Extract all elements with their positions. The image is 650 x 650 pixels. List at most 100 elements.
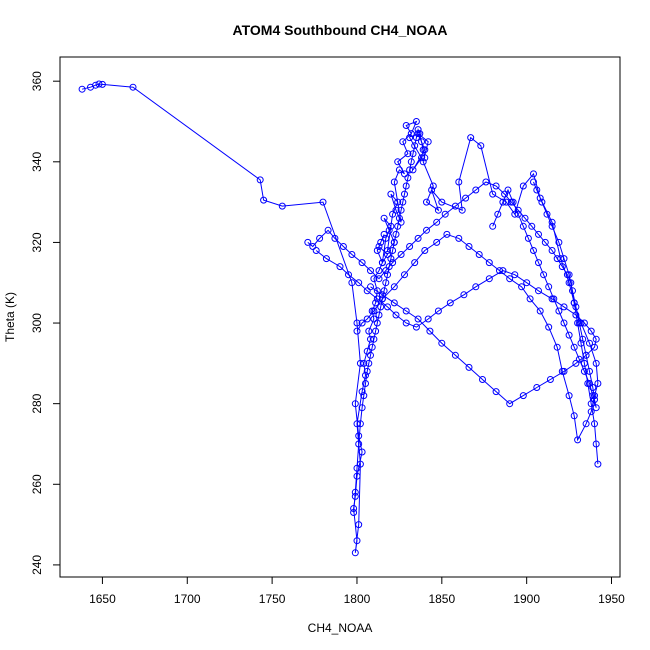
data-point bbox=[367, 267, 374, 275]
data-point bbox=[402, 319, 410, 327]
data-point bbox=[358, 404, 366, 412]
data-point bbox=[353, 537, 361, 545]
data-point bbox=[577, 339, 585, 347]
data-point bbox=[351, 400, 359, 408]
series-points bbox=[78, 80, 602, 557]
data-point bbox=[399, 198, 407, 206]
data-point bbox=[494, 210, 502, 218]
data-point bbox=[407, 130, 415, 138]
data-point bbox=[380, 287, 388, 295]
data-point bbox=[546, 376, 554, 383]
data-point bbox=[392, 311, 400, 319]
data-point bbox=[545, 323, 553, 331]
data-point bbox=[492, 388, 500, 396]
data-point bbox=[278, 202, 286, 210]
data-point bbox=[350, 505, 358, 512]
x-tick-label: 1950 bbox=[598, 592, 625, 606]
data-point bbox=[312, 247, 320, 254]
data-point bbox=[372, 299, 380, 307]
data-point bbox=[380, 230, 388, 238]
x-axis-label: CH4_NOAA bbox=[308, 621, 373, 635]
data-point bbox=[98, 80, 106, 88]
data-point bbox=[360, 359, 368, 367]
y-tick-label: 300 bbox=[30, 313, 44, 333]
data-point bbox=[304, 238, 312, 246]
data-point bbox=[586, 380, 593, 387]
data-point bbox=[356, 359, 364, 367]
data-point bbox=[586, 367, 593, 375]
data-point bbox=[404, 150, 412, 158]
data-point bbox=[521, 214, 529, 222]
data-point bbox=[433, 218, 441, 226]
data-point bbox=[501, 190, 509, 198]
data-point bbox=[428, 186, 436, 194]
data-point bbox=[387, 255, 395, 263]
data-point bbox=[582, 351, 590, 359]
data-point bbox=[409, 166, 417, 174]
data-point bbox=[553, 343, 561, 351]
data-point bbox=[530, 247, 537, 254]
data-point bbox=[526, 295, 534, 303]
data-point bbox=[570, 343, 578, 351]
data-point bbox=[382, 234, 390, 242]
data-point bbox=[380, 214, 388, 222]
data-point bbox=[506, 400, 514, 408]
data-point bbox=[555, 238, 563, 246]
data-point bbox=[390, 283, 398, 291]
data-point bbox=[399, 138, 407, 146]
data-point bbox=[390, 238, 398, 246]
series-line bbox=[353, 127, 426, 513]
data-point bbox=[580, 359, 588, 367]
data-point bbox=[331, 234, 339, 242]
data-point bbox=[575, 355, 583, 363]
data-point bbox=[367, 335, 374, 343]
y-axis: 240 260 280 300 320 340 360 bbox=[30, 71, 60, 575]
data-point bbox=[416, 130, 424, 138]
data-point bbox=[509, 198, 517, 206]
data-point bbox=[475, 251, 483, 258]
data-point bbox=[591, 396, 598, 404]
data-point bbox=[353, 319, 361, 327]
data-point bbox=[351, 488, 359, 496]
data-point bbox=[548, 247, 556, 254]
data-point bbox=[353, 464, 361, 472]
data-point bbox=[565, 271, 573, 279]
data-point bbox=[397, 206, 405, 214]
data-point bbox=[384, 271, 391, 279]
data-point bbox=[419, 158, 427, 166]
data-point bbox=[355, 521, 363, 529]
x-tick-label: 1900 bbox=[513, 592, 540, 606]
data-point bbox=[392, 230, 400, 238]
x-tick-label: 1800 bbox=[344, 592, 371, 606]
data-point bbox=[353, 472, 361, 480]
data-point bbox=[536, 307, 544, 315]
data-point bbox=[519, 182, 527, 190]
data-point bbox=[458, 206, 466, 214]
y-tick-label: 320 bbox=[30, 232, 44, 252]
data-point bbox=[355, 432, 363, 440]
data-point bbox=[592, 359, 600, 367]
data-point bbox=[586, 339, 593, 347]
data-point bbox=[411, 142, 419, 150]
data-point bbox=[370, 335, 378, 343]
data-point bbox=[339, 243, 347, 250]
data-point bbox=[375, 311, 383, 319]
data-point bbox=[402, 122, 410, 129]
data-point bbox=[550, 295, 558, 303]
data-point bbox=[402, 182, 410, 190]
data-point bbox=[548, 222, 556, 230]
data-point bbox=[362, 380, 369, 387]
data-point bbox=[565, 392, 573, 400]
data-point bbox=[479, 376, 486, 383]
data-point bbox=[438, 339, 446, 347]
data-point bbox=[389, 259, 397, 267]
data-point bbox=[412, 134, 420, 142]
data-point bbox=[401, 190, 408, 198]
data-point bbox=[375, 267, 383, 275]
data-point bbox=[385, 226, 393, 234]
data-point bbox=[351, 549, 359, 557]
data-point bbox=[567, 279, 575, 287]
data-point bbox=[392, 206, 400, 214]
data-point bbox=[572, 311, 580, 319]
data-point bbox=[382, 267, 390, 275]
